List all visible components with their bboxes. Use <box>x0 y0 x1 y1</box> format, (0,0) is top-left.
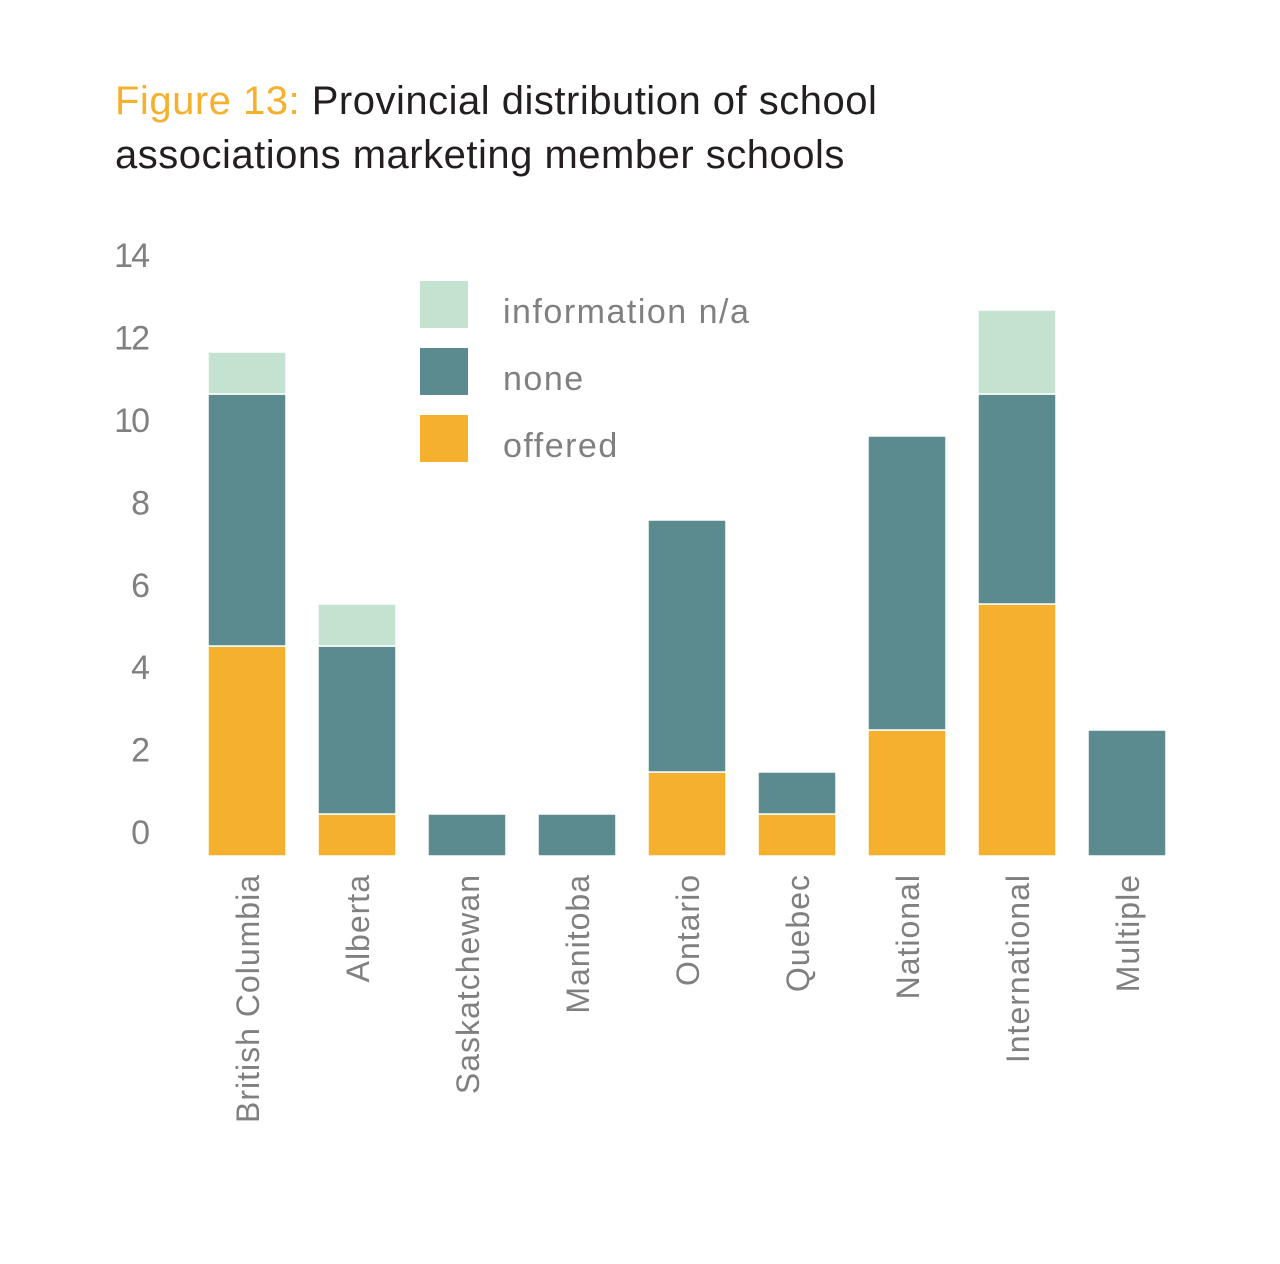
y-tick-label: 0 <box>131 814 149 852</box>
legend-label: none <box>503 360 585 398</box>
y-tick-label: 12 <box>114 320 149 358</box>
y-tick-label: 8 <box>131 484 149 522</box>
legend-swatch-none <box>420 348 468 395</box>
bar-segment-information-n-a <box>207 351 287 395</box>
bar-segment-offered <box>647 771 727 857</box>
y-tick-label: 2 <box>131 732 149 770</box>
legend-label: offered <box>503 427 619 465</box>
bar-segment-none <box>537 813 617 857</box>
figure-number: Figure 13: <box>115 79 301 123</box>
x-tick-label: Multiple <box>1110 874 1146 992</box>
bar-segment-none <box>1087 729 1167 857</box>
bar-segment-offered <box>757 813 837 857</box>
legend-swatch-offered <box>420 415 468 462</box>
bar-segment-offered <box>977 603 1057 857</box>
bar-segment-offered <box>317 813 397 857</box>
bars <box>207 309 1167 857</box>
x-tick-label: Ontario <box>670 874 706 986</box>
legend-label: information n/a <box>503 293 750 331</box>
chart-title: Figure 13: Provincial distribution of sc… <box>115 74 1115 182</box>
y-axis: 0 2 4 6 8 10 12 14 <box>114 237 151 852</box>
title-line-1: Provincial distribution of school <box>311 79 878 123</box>
legend: information n/a none offered <box>420 281 750 465</box>
y-tick-label: 10 <box>114 402 149 440</box>
bar-segment-none <box>207 393 287 647</box>
x-tick-label: Alberta <box>340 874 376 982</box>
bar-segment-none <box>757 771 837 815</box>
legend-swatch-information-n-a <box>420 281 468 328</box>
x-tick-label: Quebec <box>780 874 816 992</box>
bar-segment-information-n-a <box>977 309 1057 395</box>
x-axis: British Columbia Alberta Saskatchewan Manit… <box>230 874 1146 1123</box>
bar-segment-none <box>647 519 727 773</box>
bar-segment-information-n-a <box>317 603 397 647</box>
x-tick-label: Manitoba <box>560 874 596 1014</box>
bar-segment-none <box>317 645 397 815</box>
x-tick-label: Saskatchewan <box>450 874 486 1094</box>
y-tick-label: 6 <box>131 567 149 605</box>
bar-segment-none <box>977 393 1057 605</box>
x-tick-label: International <box>1000 874 1036 1063</box>
y-tick-label: 14 <box>114 237 149 275</box>
bar-segment-none <box>427 813 507 857</box>
bar-segment-none <box>867 435 947 731</box>
y-tick-label: 4 <box>131 649 149 687</box>
bar-segment-offered <box>207 645 287 857</box>
x-tick-label: British Columbia <box>230 874 266 1123</box>
x-tick-label: National <box>890 874 926 999</box>
bar-segment-offered <box>867 729 947 857</box>
title-line-2: associations marketing member schools <box>115 133 845 177</box>
